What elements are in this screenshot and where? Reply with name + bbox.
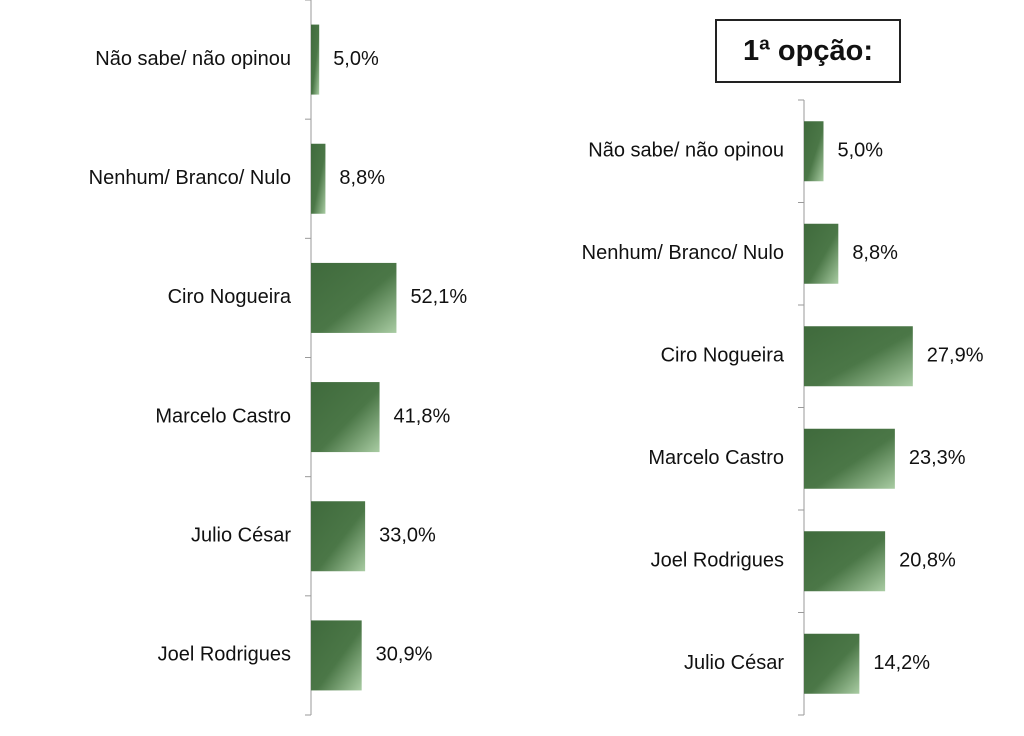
value-label: 20,8%: [899, 550, 956, 572]
value-label: 33,0%: [379, 525, 436, 547]
bar: [311, 24, 320, 95]
bar: [311, 382, 380, 453]
bar: [804, 121, 824, 182]
bar: [804, 223, 839, 284]
value-label: 8,8%: [852, 242, 898, 264]
bar: [804, 428, 895, 489]
category-label: Marcelo Castro: [648, 447, 784, 469]
category-label: Julio César: [191, 525, 291, 547]
category-label: Não sabe/ não opinou: [588, 140, 784, 162]
category-label: Marcelo Castro: [155, 405, 291, 427]
bar: [804, 326, 913, 387]
value-label: 14,2%: [873, 652, 930, 674]
category-label: Nenhum/ Branco/ Nulo: [89, 167, 291, 189]
value-label: 8,8%: [339, 167, 385, 189]
value-label: 41,8%: [394, 405, 451, 427]
category-label: Nenhum/ Branco/ Nulo: [582, 242, 784, 264]
bar: [804, 633, 860, 694]
value-label: 5,0%: [838, 140, 884, 162]
bar: [804, 531, 886, 592]
category-label: Não sabe/ não opinou: [95, 48, 291, 70]
bar: [311, 501, 366, 572]
value-label: 23,3%: [909, 447, 966, 469]
value-label: 30,9%: [376, 644, 433, 666]
chart-2-title: 1ª opção:: [715, 19, 901, 83]
category-label: Julio César: [684, 652, 784, 674]
category-label: Joel Rodrigues: [158, 644, 291, 666]
chart-2: Não sabe/ não opinou 5,0% Nenhum/ Branco/ …: [582, 99, 984, 716]
category-label: Ciro Nogueira: [168, 286, 292, 308]
bar: [311, 143, 326, 214]
bar: [311, 262, 397, 333]
value-label: 52,1%: [410, 286, 467, 308]
category-label: Ciro Nogueira: [661, 345, 785, 367]
category-label: Joel Rodrigues: [651, 550, 784, 572]
value-label: 5,0%: [333, 48, 379, 70]
value-label: 27,9%: [927, 345, 984, 367]
bar: [311, 620, 362, 691]
chart-1: Não sabe/ não opinou 5,0% Nenhum/ Branco/ …: [89, 0, 467, 716]
